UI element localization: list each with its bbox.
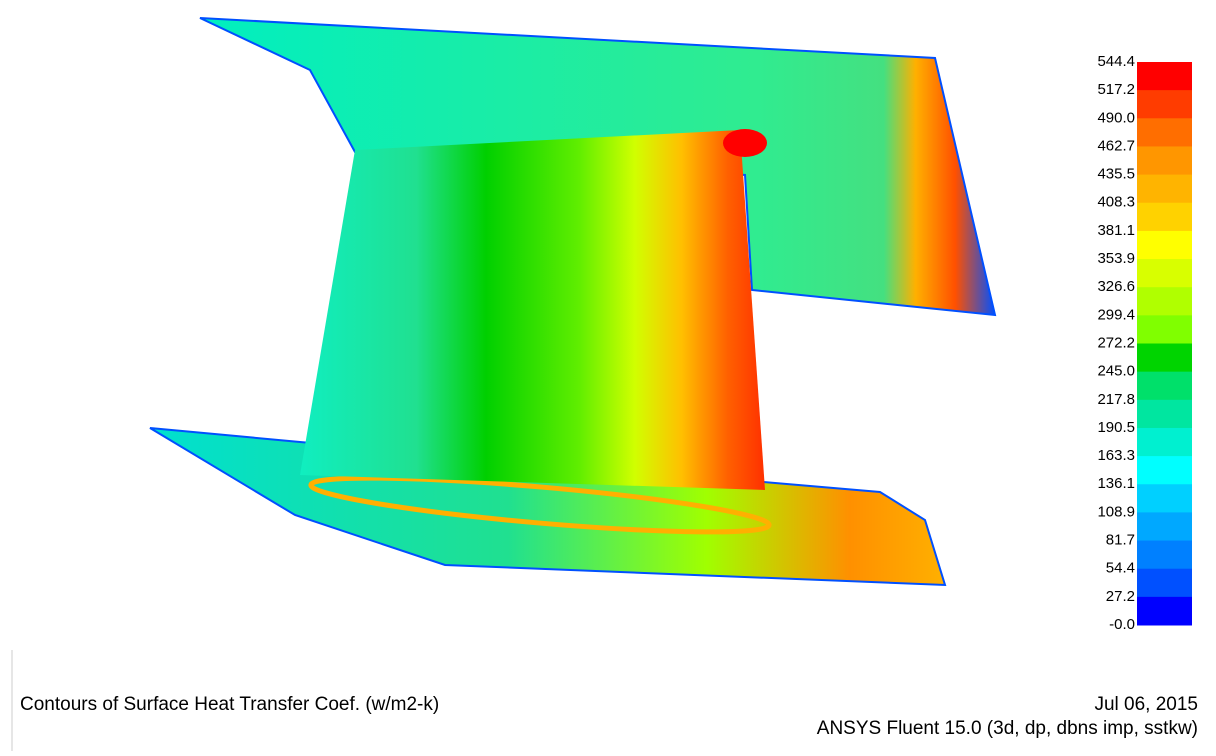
- hot-spot: [723, 129, 767, 157]
- colorbar-band: [1137, 484, 1192, 513]
- colorbar-band: [1137, 343, 1192, 373]
- caption-title: Contours of Surface Heat Transfer Coef. …: [20, 694, 439, 715]
- blade: [300, 130, 765, 490]
- colorbar-label: 136.1: [1097, 475, 1135, 492]
- colorbar-band: [1137, 512, 1192, 542]
- colorbar-label: 54.4: [1106, 560, 1135, 577]
- colorbar-band: [1137, 596, 1192, 626]
- colorbar-label: 544.4: [1097, 53, 1135, 70]
- colorbar-label: 326.6: [1097, 278, 1135, 295]
- colorbar-band: [1137, 146, 1192, 176]
- colorbar-label: 462.7: [1097, 137, 1135, 154]
- colorbar-band: [1137, 259, 1192, 288]
- colorbar-label: 353.9: [1097, 250, 1135, 267]
- colorbar-label: 217.8: [1097, 391, 1135, 408]
- colorbar-band: [1137, 118, 1192, 147]
- colorbar-band: [1137, 287, 1192, 316]
- colorbar-label: 81.7: [1106, 532, 1135, 549]
- colorbar-label: 163.3: [1097, 447, 1135, 464]
- colorbar-label: 245.0: [1097, 363, 1135, 380]
- caption-software: ANSYS Fluent 15.0 (3d, dp, dbns imp, sst…: [817, 718, 1198, 739]
- colorbar-band: [1137, 456, 1192, 485]
- colorbar-label: 408.3: [1097, 194, 1135, 211]
- colorbar-band: [1137, 90, 1192, 119]
- colorbar-band: [1137, 174, 1192, 204]
- colorbar-band: [1137, 540, 1192, 570]
- colorbar-label: 190.5: [1097, 419, 1135, 436]
- colorbar-label: 299.4: [1097, 306, 1135, 323]
- colorbar-label: 517.2: [1097, 81, 1135, 98]
- colorbar-band: [1137, 399, 1192, 429]
- colorbar-band: [1137, 568, 1192, 598]
- colorbar-band: [1137, 62, 1192, 91]
- caption-date: Jul 06, 2015: [1094, 694, 1198, 715]
- colorbar-band: [1137, 427, 1192, 457]
- colorbar-label: 490.0: [1097, 109, 1135, 126]
- colorbar: 544.4 517.2 490.0 462.7 435.5 408.3 381.1 353.9…: [1097, 53, 1192, 633]
- colorbar-label: -0.0: [1109, 616, 1135, 633]
- colorbar-label: 381.1: [1097, 222, 1135, 239]
- top-endwall: [199, 17, 997, 317]
- colorbar-label: 435.5: [1097, 166, 1135, 183]
- colorbar-label: 27.2: [1106, 588, 1135, 605]
- colorbar-band: [1137, 315, 1192, 344]
- colorbar-label: 272.2: [1097, 334, 1135, 351]
- colorbar-label: 108.9: [1097, 503, 1135, 520]
- bottom-streak: [308, 475, 772, 535]
- colorbar-band: [1137, 202, 1192, 232]
- colorbar-band: [1137, 230, 1192, 260]
- colorbar-band: [1137, 371, 1192, 401]
- geometry: [149, 17, 997, 587]
